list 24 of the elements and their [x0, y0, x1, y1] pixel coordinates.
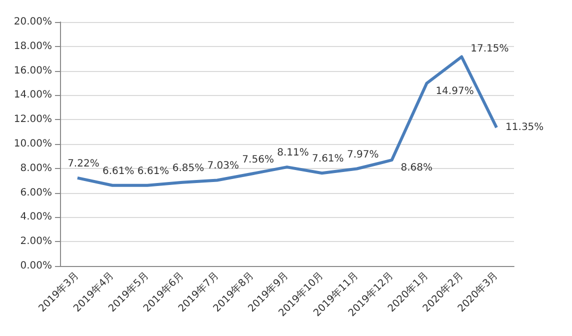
y-tick-label: 10.00% — [14, 138, 52, 150]
data-label: 14.97% — [436, 86, 474, 97]
data-label: 7.56% — [242, 154, 274, 166]
y-tick-label: 4.00% — [20, 212, 52, 223]
y-tick-label: 18.00% — [14, 40, 52, 52]
y-tick-label: 2.00% — [20, 236, 52, 248]
y-tick-label: 12.00% — [14, 114, 52, 126]
y-tick-label: 6.00% — [20, 187, 52, 198]
data-label: 7.97% — [346, 149, 379, 160]
y-tick-label: 14.00% — [14, 90, 52, 101]
data-label: 8.68% — [400, 162, 433, 174]
y-tick-label: 8.00% — [20, 162, 52, 174]
y-tick-label: 0.00% — [20, 260, 52, 272]
data-label: 17.15% — [470, 43, 509, 54]
data-label: 6.61% — [102, 166, 134, 177]
data-label: 11.35% — [506, 122, 544, 134]
y-tick-label: 16.00% — [14, 65, 52, 76]
data-label: 8.11% — [277, 148, 309, 159]
data-label: 7.03% — [207, 160, 240, 172]
y-tick-label: 20.00% — [14, 16, 52, 28]
data-label: 6.61% — [137, 166, 170, 177]
data-label: 7.61% — [312, 154, 344, 165]
data-label: 6.85% — [172, 162, 204, 174]
data-label: 7.22% — [68, 158, 100, 170]
